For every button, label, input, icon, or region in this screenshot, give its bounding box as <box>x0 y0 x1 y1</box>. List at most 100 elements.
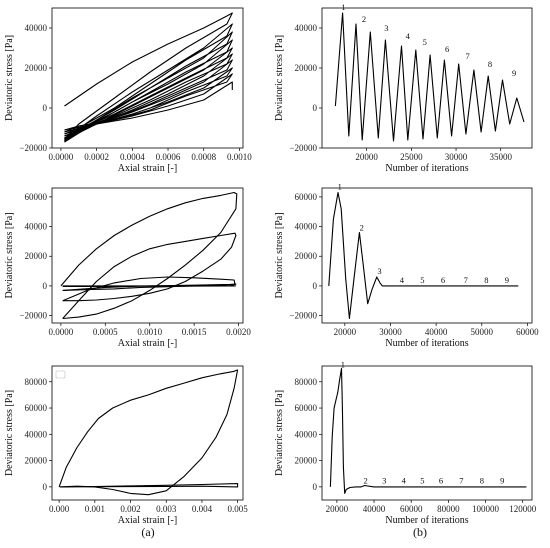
series-line-5 <box>64 47 233 141</box>
y-axis-label: Deviatoric stress [Pa] <box>274 35 285 121</box>
y-tick-label: 60000 <box>25 192 48 202</box>
peak-label: 5 <box>423 37 427 47</box>
chart-panel-6: 20000 40000 60000 80000 100000 120000 0 20000 40… <box>274 359 537 526</box>
plot-frame <box>51 187 244 324</box>
peak-label: 7 <box>464 275 468 285</box>
peak-label: 3 <box>384 23 388 33</box>
x-tick-label: 0.001 <box>85 504 105 514</box>
y-tick-label: −20000 <box>289 143 317 153</box>
plot-frame <box>321 7 533 149</box>
series-line-9 <box>64 73 233 133</box>
plot-frame <box>321 365 533 501</box>
series-line-2 <box>64 23 233 142</box>
y-tick-label: −20000 <box>19 143 47 153</box>
y-tick-label: −20000 <box>289 311 317 321</box>
y-tick-label: 40000 <box>25 429 48 439</box>
caption-a: (a) <box>141 525 154 539</box>
y-tick-label: 20000 <box>25 251 48 261</box>
y-tick-label: 80000 <box>295 377 318 387</box>
peak-label: 4 <box>406 31 411 41</box>
y-axis-label: Deviatoric stress [Pa] <box>4 35 15 121</box>
y-tick-label: 40000 <box>295 222 318 232</box>
series-line-7 <box>64 59 233 137</box>
peak-label: 4 <box>400 275 405 285</box>
peak-label: 9 <box>500 476 504 486</box>
x-tick-label: 0.0020 <box>226 327 251 337</box>
y-tick-label: 0 <box>43 281 48 291</box>
series-line-1 <box>58 369 239 496</box>
x-tick-label: 20000 <box>334 327 357 337</box>
x-tick-label: 0.0004 <box>120 152 145 162</box>
x-tick-label: 120000 <box>509 504 537 514</box>
x-tick-label: 0.0006 <box>156 152 181 162</box>
chart-panel-5: 0.000 0.001 0.002 0.003 0.004 0.005 0 20000 4000… <box>4 365 249 526</box>
chart-panel-4: 20000 30000 40000 50000 60000 −20000 0 20000 400… <box>274 181 539 349</box>
caption-b: (b) <box>413 525 427 539</box>
chart-panel-3: 0.0000 0.0005 0.0010 0.0015 0.0020 −20000 0 200… <box>4 187 251 349</box>
x-tick-label: 60000 <box>400 504 423 514</box>
series-line-3 <box>64 31 233 143</box>
x-tick-label: 0.0010 <box>227 152 252 162</box>
series-line-1 <box>64 12 233 140</box>
x-tick-label: 25000 <box>400 152 423 162</box>
y-axis-label: Deviatoric stress [Pa] <box>4 212 15 298</box>
legend-box <box>55 370 66 379</box>
x-tick-label: 80000 <box>437 504 460 514</box>
x-tick-label: 0.0008 <box>191 152 216 162</box>
series-line-1 <box>328 191 519 320</box>
x-tick-label: 50000 <box>471 327 494 337</box>
x-axis-label: Number of iterations <box>385 515 468 526</box>
y-tick-label: 20000 <box>295 251 318 261</box>
series-line-3 <box>62 276 236 302</box>
x-tick-label: 0.0000 <box>49 327 74 337</box>
series-line-6 <box>64 53 233 139</box>
x-tick-label: 30000 <box>379 327 402 337</box>
x-tick-label: 40000 <box>425 327 448 337</box>
series-line-10 <box>64 81 233 131</box>
plot-frame <box>51 7 244 149</box>
y-tick-label: 40000 <box>25 222 48 232</box>
y-tick-label: 20000 <box>295 456 318 466</box>
chart-panel-2: 20000 25000 30000 35000 −20000 0 20000 40000 Num… <box>274 2 533 174</box>
y-tick-label: 40000 <box>295 23 318 33</box>
chart-panel-1: 0.0000 0.0002 0.0004 0.0006 0.0008 0.0010 −200… <box>4 7 252 174</box>
x-tick-label: 0.0005 <box>93 327 118 337</box>
peak-label: 6 <box>439 476 443 486</box>
x-axis-label: Axial strain [-] <box>118 515 177 526</box>
x-tick-label: 0.005 <box>228 504 249 514</box>
y-tick-label: 40000 <box>25 23 48 33</box>
x-tick-label: 60000 <box>516 327 539 337</box>
y-axis-label: Deviatoric stress [Pa] <box>274 390 285 476</box>
y-tick-label: −20000 <box>19 311 47 321</box>
x-tick-label: 20000 <box>326 504 349 514</box>
peak-label: 5 <box>420 275 424 285</box>
x-axis-label: Number of iterations <box>385 338 468 349</box>
series-line-2 <box>59 483 239 488</box>
y-tick-label: 0 <box>43 103 48 113</box>
x-tick-label: 0.0002 <box>84 152 109 162</box>
x-axis-label: Number of iterations <box>385 163 468 174</box>
x-axis-label: Axial strain [-] <box>118 163 177 174</box>
x-tick-label: 30000 <box>445 152 468 162</box>
peak-label: 1 <box>341 2 345 12</box>
peak-label: 8 <box>484 275 488 285</box>
peak-label: 6 <box>441 275 445 285</box>
y-tick-label: 0 <box>313 482 318 492</box>
y-tick-label: 60000 <box>295 403 318 413</box>
x-tick-label: 40000 <box>363 504 386 514</box>
y-axis-label: Deviatoric stress [Pa] <box>274 212 285 298</box>
y-tick-label: 20000 <box>25 456 48 466</box>
y-tick-label: 0 <box>313 281 318 291</box>
x-tick-label: 0.0010 <box>137 327 162 337</box>
peak-label: 2 <box>364 476 368 486</box>
peak-label: 8 <box>488 59 492 69</box>
peak-label: 9 <box>512 68 516 78</box>
peak-label: 1 <box>338 181 342 191</box>
peak-label: 1 <box>341 359 345 369</box>
x-tick-label: 100000 <box>472 504 500 514</box>
series-line-1 <box>334 12 525 142</box>
x-tick-label: 0.004 <box>192 504 213 514</box>
y-tick-label: 80000 <box>25 377 48 387</box>
peak-label: 9 <box>505 275 509 285</box>
